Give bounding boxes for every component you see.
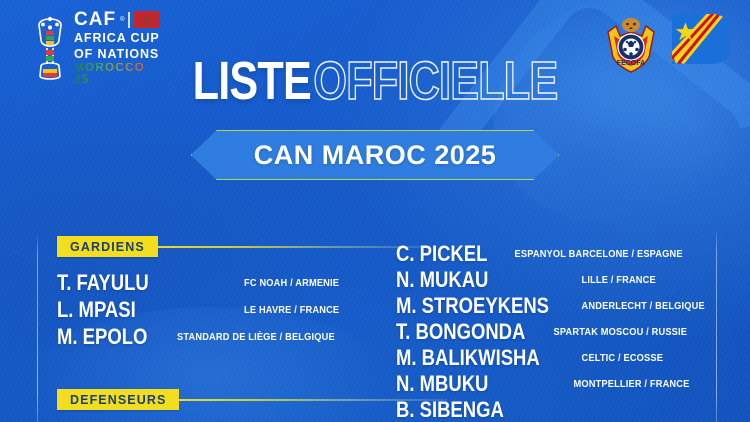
- list-item: N. MUKAU LILLE / FRANCE: [396, 269, 706, 295]
- list-item: T. FAYULU FC NOAH / ARMENIE: [57, 272, 357, 299]
- player-name: N. MUKAU: [396, 267, 489, 292]
- player-name: M. EPOLO: [57, 324, 148, 349]
- caf-line-africa-cup: AFRICA CUP: [74, 31, 160, 45]
- title-liste: LISTE: [192, 51, 312, 111]
- morocco-flag-icon: ☆: [133, 11, 160, 28]
- caf-trophy-icon: [38, 16, 62, 80]
- player-club: LILLE / FRANCE: [581, 274, 656, 286]
- player-name: C. PICKEL: [396, 241, 488, 266]
- dr-congo-flag-icon: [672, 14, 730, 64]
- player-club: CELTIC / ECOSSE: [581, 352, 664, 364]
- caf-wordmark: CAF: [74, 9, 117, 30]
- player-name: N. MBUKU: [396, 371, 489, 396]
- caf-trademark: ®: [120, 16, 125, 23]
- player-name: M. STROEYKENS: [396, 293, 549, 318]
- goalkeepers-list: T. FAYULU FC NOAH / ARMENIE L. MPASI LE …: [57, 272, 357, 353]
- section-rule-gardiens: [157, 245, 426, 248]
- list-item: T. BONGONDA SPARTAK MOSCOU / RUSSIE: [396, 321, 706, 347]
- player-club: LE HAVRE / FRANCE: [244, 304, 340, 316]
- list-item: C. PICKEL ESPANYOL BARCELONE / ESPAGNE: [396, 243, 706, 269]
- player-name: M. BALIKWISHA: [396, 345, 540, 370]
- title-officielle: OFFICIELLE: [313, 51, 559, 111]
- list-item: M. BALIKWISHA CELTIC / ECOSSE: [396, 347, 706, 373]
- fecofa-crest-icon: FECOFA: [607, 18, 655, 73]
- player-club: ANDERLECHT / BELGIQUE: [581, 300, 705, 312]
- player-name: B. SIBENGA: [396, 399, 504, 422]
- player-name: L. MPASI: [57, 297, 136, 322]
- left-divider-line: [37, 232, 38, 422]
- player-club: SPARTAK MOSCOU / RUSSIE: [553, 326, 688, 338]
- list-item: N. MBUKU MONTPELLIER / FRANCE: [396, 373, 706, 399]
- section-label-gardiens: GARDIENS: [70, 239, 145, 254]
- subtitle-text: CAN MAROC 2025: [253, 139, 497, 170]
- subtitle-banner-wrapper: CAN MAROC 2025: [0, 130, 750, 180]
- list-item: L. MPASI LE HAVRE / FRANCE: [57, 299, 357, 326]
- player-club: ESPANYOL BARCELONE / ESPAGNE: [514, 248, 683, 260]
- caf-line-morocco-25: MOROCCO 25: [74, 62, 165, 86]
- section-tag-gardiens: GARDIENS: [57, 236, 158, 257]
- list-item: M. STROEYKENS ANDERLECHT / BELGIQUE: [396, 295, 706, 321]
- subtitle-banner: CAN MAROC 2025: [191, 130, 560, 180]
- section-tag-defenseurs: DEFENSEURS: [57, 389, 180, 410]
- section-rule-defenseurs: [179, 398, 448, 401]
- page-title: LISTEOFFICIELLE: [75, 51, 675, 111]
- section-label-defenseurs: DEFENSEURS: [70, 392, 167, 407]
- player-club: FC NOAH / ARMENIE: [244, 277, 340, 289]
- caf-wordmark-row: CAF ® ☆: [74, 10, 165, 29]
- caf-divider: [128, 11, 130, 28]
- svg-text:FECOFA: FECOFA: [617, 60, 645, 67]
- list-item: M. EPOLO STANDARD DE LIÈGE / BELGIQUE: [57, 326, 357, 353]
- caf-africa-cup-of-nations-logo: CAF ® ☆ AFRICA CUP OF NATIONS MOROCCO 25: [33, 10, 165, 86]
- caf-logo-text: CAF ® ☆ AFRICA CUP OF NATIONS MOROCCO 25: [74, 10, 165, 86]
- section-header-defenseurs: DEFENSEURS: [57, 389, 448, 410]
- list-item: B. SIBENGA: [396, 399, 706, 422]
- player-name: T. FAYULU: [57, 270, 149, 295]
- section-header-gardiens: GARDIENS: [57, 236, 426, 257]
- player-name: T. BONGONDA: [396, 319, 526, 344]
- caf-line-of-nations: OF NATIONS: [74, 46, 160, 61]
- midfielders-forwards-list: C. PICKEL ESPANYOL BARCELONE / ESPAGNE N…: [396, 243, 706, 422]
- player-club: STANDARD DE LIÈGE / BELGIQUE: [176, 331, 335, 343]
- player-club: MONTPELLIER / FRANCE: [573, 378, 690, 390]
- right-divider-line: [716, 228, 717, 422]
